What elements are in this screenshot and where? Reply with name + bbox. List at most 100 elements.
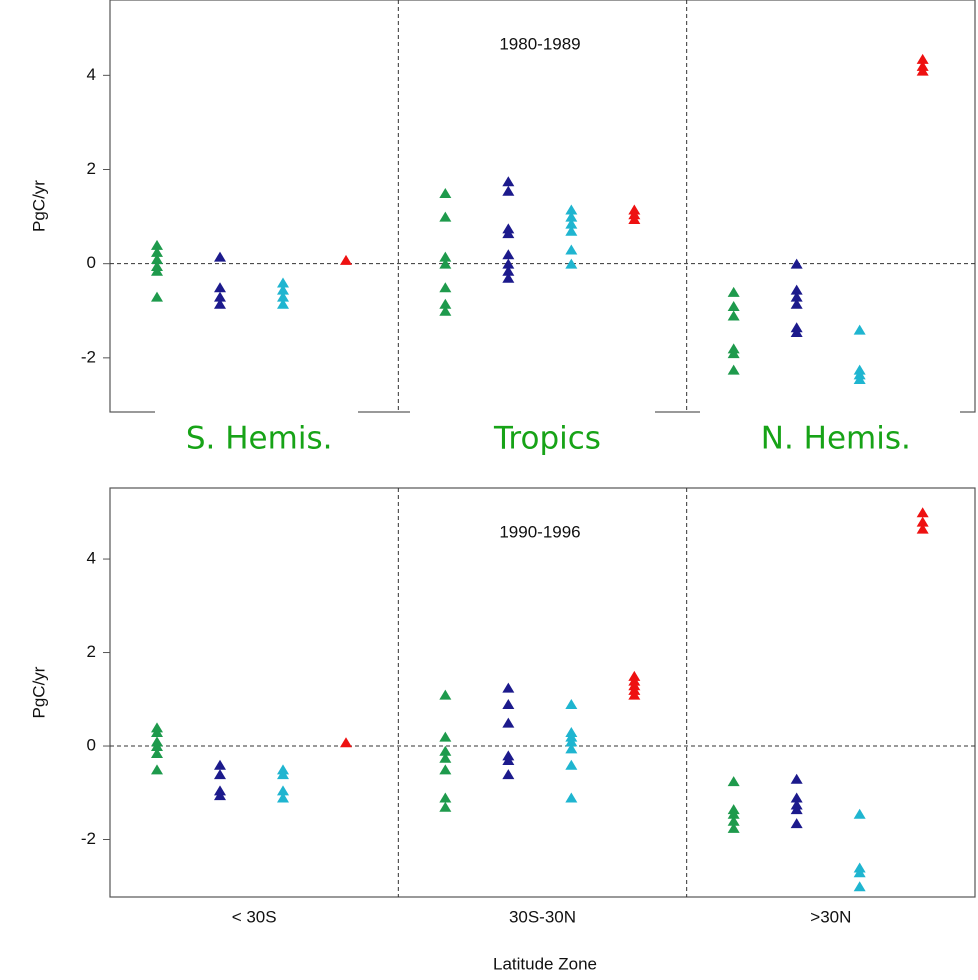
triangle-marker — [502, 682, 515, 693]
triangle-marker — [853, 374, 866, 385]
triangle-marker — [151, 253, 163, 264]
x-tick-label: 30S-30N — [509, 907, 576, 926]
triangle-marker — [277, 298, 289, 309]
triangle-marker — [853, 808, 866, 819]
triangle-marker — [790, 792, 803, 803]
zone-label: S. Hemis. — [186, 421, 333, 457]
plot-frame — [109, 0, 976, 413]
triangle-marker — [502, 698, 515, 709]
triangle-marker — [214, 282, 226, 293]
triangle-marker — [727, 815, 740, 826]
triangle-marker — [916, 53, 929, 64]
triangle-marker — [214, 759, 226, 770]
y-tick-label: -2 — [81, 347, 96, 366]
triangle-marker — [565, 759, 578, 770]
triangle-marker — [214, 790, 226, 801]
triangle-marker — [439, 211, 452, 222]
triangle-marker — [565, 225, 578, 236]
triangle-marker — [790, 298, 803, 309]
triangle-marker — [853, 881, 866, 892]
triangle-marker — [439, 764, 452, 775]
triangle-marker — [502, 265, 515, 276]
panel-title: 1980-1989 — [499, 34, 580, 53]
y-tick-label: 4 — [87, 549, 96, 568]
triangle-marker — [565, 792, 578, 803]
panel-title: 1990-1996 — [499, 522, 580, 541]
triangle-marker — [151, 764, 163, 775]
y-tick-label: 2 — [87, 642, 96, 661]
triangle-marker — [790, 284, 803, 295]
triangle-marker — [214, 291, 226, 302]
triangle-marker — [277, 769, 289, 780]
y-tick-label: 4 — [87, 65, 96, 84]
triangle-marker — [790, 258, 803, 269]
frame-gap — [410, 409, 655, 415]
triangle-marker — [565, 743, 578, 754]
triangle-marker — [727, 364, 740, 375]
triangle-marker — [790, 291, 803, 302]
frame-gap — [700, 409, 960, 415]
triangle-marker — [277, 291, 289, 302]
triangle-marker — [565, 218, 578, 229]
triangle-marker — [565, 204, 578, 215]
triangle-marker — [727, 286, 740, 297]
triangle-marker — [151, 726, 163, 737]
triangle-marker — [277, 277, 289, 288]
triangle-marker — [439, 801, 452, 812]
triangle-marker — [277, 792, 289, 803]
triangle-marker — [565, 736, 578, 747]
triangle-marker — [439, 251, 452, 262]
x-tick-label: < 30S — [232, 907, 277, 926]
triangle-marker — [151, 741, 163, 752]
triangle-marker — [151, 239, 163, 250]
triangle-marker — [439, 689, 452, 700]
plot-frame — [109, 487, 976, 898]
triangle-marker — [502, 176, 515, 187]
triangle-marker — [214, 251, 226, 262]
triangle-marker — [340, 254, 352, 265]
triangle-marker — [439, 298, 452, 309]
triangle-marker — [439, 305, 452, 316]
y-tick-label: 0 — [87, 253, 96, 272]
x-axis-label: Latitude Zone — [493, 954, 597, 973]
triangle-marker — [277, 284, 289, 295]
triangle-marker — [727, 348, 740, 359]
triangle-marker — [790, 773, 803, 784]
triangle-marker — [565, 244, 578, 255]
triangle-marker — [916, 65, 929, 76]
triangle-marker — [277, 785, 289, 796]
y-tick-label: 0 — [87, 736, 96, 755]
triangle-marker — [790, 818, 803, 829]
triangle-marker — [565, 698, 578, 709]
triangle-marker — [727, 310, 740, 321]
y-axis-label: PgC/yr — [29, 666, 48, 718]
y-tick-label: 2 — [87, 159, 96, 178]
y-tick-label: -2 — [81, 829, 96, 848]
triangle-marker — [916, 516, 929, 527]
triangle-marker — [853, 324, 866, 335]
zone-label: Tropics — [493, 421, 601, 457]
triangle-marker — [151, 748, 163, 759]
triangle-marker — [502, 769, 515, 780]
triangle-marker — [628, 213, 641, 224]
x-tick-label: >30N — [810, 907, 851, 926]
triangle-marker — [151, 246, 163, 257]
triangle-marker — [439, 188, 452, 199]
triangle-marker — [727, 301, 740, 312]
triangle-marker — [727, 776, 740, 787]
triangle-marker — [340, 737, 352, 748]
triangle-marker — [727, 822, 740, 833]
triangle-marker — [727, 808, 740, 819]
triangle-marker — [916, 523, 929, 534]
triangle-marker — [502, 258, 515, 269]
triangle-marker — [439, 282, 452, 293]
triangle-marker — [628, 689, 641, 700]
triangle-marker — [151, 291, 163, 302]
triangle-marker — [853, 867, 866, 878]
triangle-marker — [565, 258, 578, 269]
triangle-marker — [565, 211, 578, 222]
triangle-marker — [439, 258, 452, 269]
triangle-marker — [790, 804, 803, 815]
triangle-marker — [916, 507, 929, 518]
